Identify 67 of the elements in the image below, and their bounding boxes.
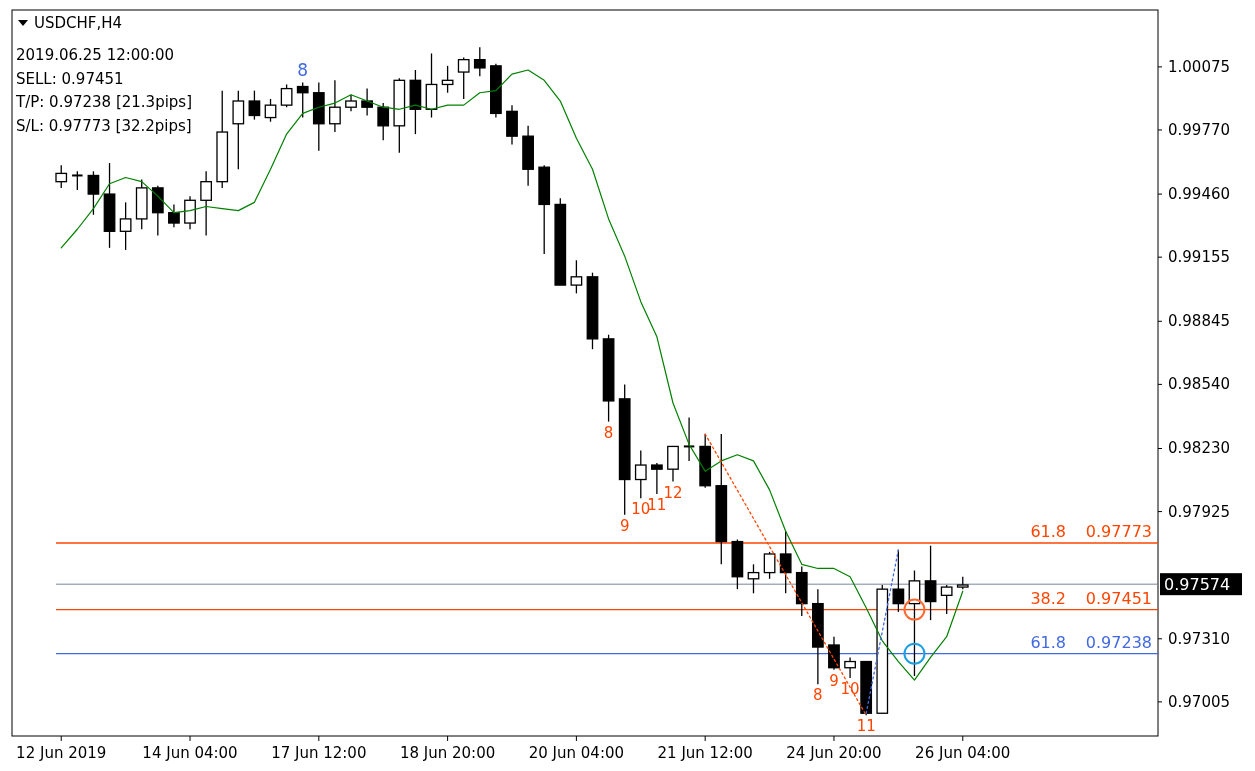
y-tick-label: 0.98845 xyxy=(1168,312,1231,331)
candlestick xyxy=(634,449,647,499)
candlestick xyxy=(828,636,840,671)
candlestick xyxy=(71,170,84,191)
candlestick xyxy=(184,195,196,230)
annotation: 2019.06.25 12:00:00 xyxy=(16,46,175,64)
text: 11 xyxy=(856,717,876,736)
ref-line-label: 0.97773 xyxy=(1085,522,1152,542)
candlestick xyxy=(763,551,776,580)
y-tick-label: 0.97005 xyxy=(1168,692,1231,711)
y-tick-label: 0.99460 xyxy=(1168,185,1231,204)
y-tick-label: 0.98540 xyxy=(1168,375,1231,394)
x-tick-label: 17 Jun 12:00 xyxy=(271,744,367,762)
annotation: 61.8 xyxy=(1030,522,1066,542)
y-tick-label: 1.00075 xyxy=(1168,57,1231,76)
x-tick-label: 12 Jun 2019 xyxy=(16,744,107,762)
candlestick xyxy=(55,164,68,189)
x-tick-label: 14 Jun 04:00 xyxy=(142,744,238,762)
annotation: T/P: 0.97238 [21.3pips] xyxy=(15,93,193,111)
x-tick-label: 24 Jun 20:00 xyxy=(786,744,882,762)
candlestick xyxy=(940,584,953,615)
candlestick xyxy=(361,87,373,117)
ref-line-label: 0.97574 xyxy=(1164,575,1231,595)
text: 9 xyxy=(619,516,630,535)
candlestick xyxy=(457,56,470,100)
candlestick xyxy=(473,46,486,77)
text: 8 xyxy=(297,60,309,80)
x-tick-label: 18 Jun 20:00 xyxy=(399,744,496,762)
x-tick-label: 26 Jun 04:00 xyxy=(915,744,1011,762)
candlestick xyxy=(200,170,212,237)
candlestick xyxy=(667,445,679,483)
ref-line-label: 0.97451 xyxy=(1085,588,1152,608)
candlestick xyxy=(87,170,100,216)
annotation: 61.8 xyxy=(1030,632,1066,652)
candlestick xyxy=(892,549,905,613)
candlestick xyxy=(264,98,277,123)
y-tick-label: 0.97925 xyxy=(1168,502,1231,521)
y-tick-label: 0.99770 xyxy=(1168,120,1231,139)
y-tick-label: 0.99155 xyxy=(1168,248,1231,267)
candlestick xyxy=(377,102,390,141)
candlestick xyxy=(248,90,261,121)
x-tick-label: 21 Jun 12:00 xyxy=(657,744,753,762)
text: 8 xyxy=(813,686,823,705)
candlestick xyxy=(296,81,309,119)
y-tick-label: 0.98230 xyxy=(1168,439,1231,458)
annotation: 38.2 xyxy=(1030,588,1066,608)
x-tick-label: 20 Jun 04:00 xyxy=(528,744,625,762)
candlestick xyxy=(844,656,856,679)
candlestick xyxy=(651,462,663,495)
text: 10 xyxy=(631,500,651,519)
candlestick xyxy=(280,83,293,108)
candlestick xyxy=(168,203,180,228)
candlestick xyxy=(570,259,583,295)
annotation: S/L: 0.97773 [32.2pips] xyxy=(16,116,192,135)
y-tick-label: 0.97310 xyxy=(1168,629,1231,648)
text: 12 xyxy=(663,483,683,502)
candlestick xyxy=(924,545,937,621)
text: 10 xyxy=(840,680,860,699)
annotation: SELL: 0.97451 xyxy=(16,69,124,88)
candlestick xyxy=(779,530,792,594)
ref-line-label: 0.97238 xyxy=(1085,632,1152,652)
text: 9 xyxy=(829,671,839,690)
candlestick xyxy=(119,201,132,251)
candlestick xyxy=(232,90,245,170)
chart-title: USDCHF,H4 xyxy=(34,14,123,32)
annotation: 8 xyxy=(603,423,614,442)
candlestick xyxy=(329,79,341,133)
